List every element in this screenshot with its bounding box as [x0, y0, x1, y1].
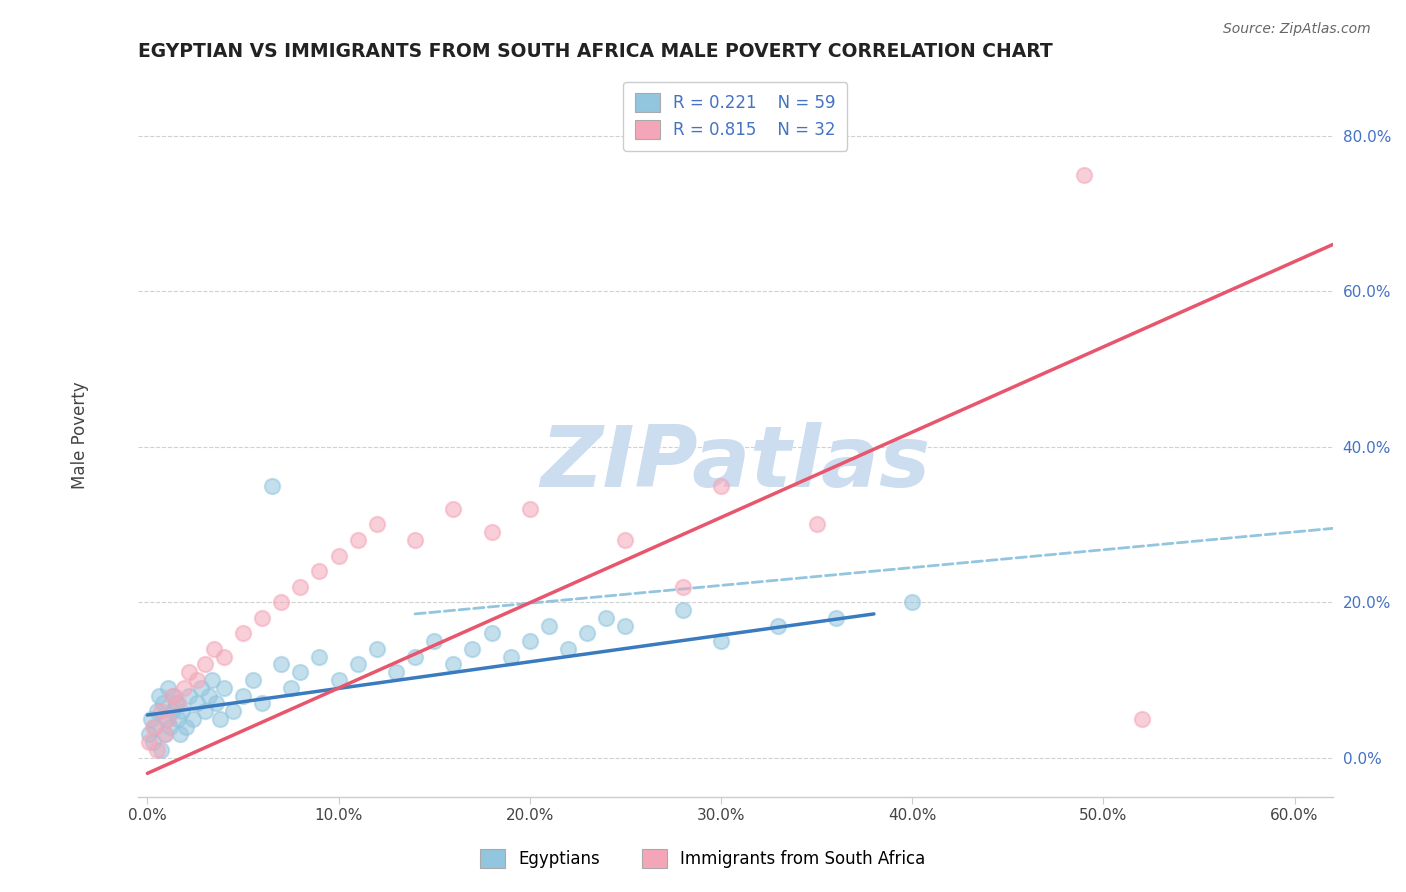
- Point: [576, 626, 599, 640]
- Point: [1130, 712, 1153, 726]
- Point: [142, 735, 165, 749]
- Point: [290, 580, 312, 594]
- Point: [173, 681, 195, 695]
- Point: [557, 641, 579, 656]
- Point: [170, 704, 193, 718]
- Legend: R = 0.221    N = 59, R = 0.815    N = 32: R = 0.221 N = 59, R = 0.815 N = 32: [623, 82, 848, 151]
- Point: [179, 689, 201, 703]
- Point: [181, 712, 204, 726]
- Point: [366, 641, 388, 656]
- Point: [169, 727, 191, 741]
- Point: [162, 704, 184, 718]
- Point: [270, 657, 292, 672]
- Point: [138, 727, 160, 741]
- Point: [167, 697, 190, 711]
- Point: [768, 618, 790, 632]
- Point: [290, 665, 312, 680]
- Point: [1073, 168, 1095, 182]
- Point: [165, 697, 187, 711]
- Point: [346, 657, 368, 672]
- Point: [270, 595, 292, 609]
- Point: [152, 697, 174, 711]
- Point: [232, 689, 254, 703]
- Point: [481, 626, 503, 640]
- Point: [806, 517, 828, 532]
- Point: [280, 681, 302, 695]
- Point: [167, 712, 190, 726]
- Point: [155, 712, 177, 726]
- Point: [346, 533, 368, 547]
- Point: [710, 634, 733, 648]
- Y-axis label: Male Poverty: Male Poverty: [72, 381, 89, 489]
- Point: [143, 720, 166, 734]
- Point: [174, 720, 197, 734]
- Point: [537, 618, 560, 632]
- Point: [672, 603, 695, 617]
- Point: [710, 478, 733, 492]
- Point: [153, 727, 176, 741]
- Point: [672, 580, 695, 594]
- Point: [186, 673, 208, 687]
- Point: [481, 525, 503, 540]
- Point: [328, 673, 350, 687]
- Point: [209, 712, 232, 726]
- Point: [242, 673, 264, 687]
- Point: [519, 634, 541, 648]
- Point: [149, 743, 172, 757]
- Point: [461, 641, 484, 656]
- Point: [308, 649, 330, 664]
- Point: [519, 502, 541, 516]
- Point: [157, 681, 180, 695]
- Text: EGYPTIAN VS IMMIGRANTS FROM SOUTH AFRICA MALE POVERTY CORRELATION CHART: EGYPTIAN VS IMMIGRANTS FROM SOUTH AFRICA…: [138, 42, 1053, 61]
- Point: [441, 502, 464, 516]
- Point: [153, 727, 176, 741]
- Point: [423, 634, 446, 648]
- Point: [212, 681, 235, 695]
- Point: [146, 743, 169, 757]
- Point: [250, 611, 273, 625]
- Point: [366, 517, 388, 532]
- Point: [202, 641, 225, 656]
- Point: [901, 595, 924, 609]
- Point: [162, 689, 184, 703]
- Point: [614, 618, 637, 632]
- Point: [157, 712, 180, 726]
- Point: [404, 533, 426, 547]
- Point: [222, 704, 245, 718]
- Point: [141, 712, 163, 726]
- Point: [159, 720, 181, 734]
- Point: [328, 549, 350, 563]
- Point: [232, 626, 254, 640]
- Point: [260, 478, 283, 492]
- Point: [146, 704, 169, 718]
- Point: [197, 689, 219, 703]
- Text: ZIPatlas: ZIPatlas: [540, 423, 931, 506]
- Point: [186, 697, 208, 711]
- Point: [441, 657, 464, 672]
- Point: [148, 689, 170, 703]
- Point: [250, 697, 273, 711]
- Point: [404, 649, 426, 664]
- Text: Source: ZipAtlas.com: Source: ZipAtlas.com: [1223, 22, 1371, 37]
- Point: [138, 735, 160, 749]
- Point: [614, 533, 637, 547]
- Point: [308, 564, 330, 578]
- Point: [201, 673, 224, 687]
- Point: [385, 665, 408, 680]
- Point: [149, 704, 172, 718]
- Point: [163, 689, 186, 703]
- Legend: Egyptians, Immigrants from South Africa: Egyptians, Immigrants from South Africa: [474, 843, 932, 875]
- Point: [205, 697, 228, 711]
- Point: [212, 649, 235, 664]
- Point: [142, 720, 165, 734]
- Point: [499, 649, 522, 664]
- Point: [194, 657, 217, 672]
- Point: [824, 611, 846, 625]
- Point: [194, 704, 217, 718]
- Point: [179, 665, 201, 680]
- Point: [190, 681, 212, 695]
- Point: [595, 611, 617, 625]
